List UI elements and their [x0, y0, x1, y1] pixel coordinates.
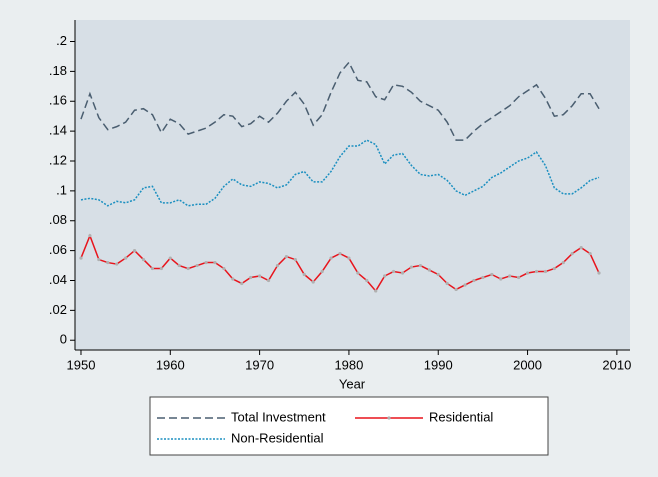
series-marker: [472, 278, 476, 283]
series-marker: [106, 260, 110, 265]
series-marker: [517, 275, 521, 280]
series-marker: [168, 256, 172, 260]
series-line: [80, 139, 600, 207]
series-marker: [454, 287, 458, 292]
series-marker: [204, 260, 208, 265]
series-marker: [508, 274, 512, 278]
y-tick-label: .02: [49, 302, 67, 317]
series-marker: [329, 256, 333, 260]
series-marker: [579, 246, 583, 250]
series-marker: [159, 266, 163, 271]
series-marker: [588, 252, 592, 256]
series-marker: [481, 275, 485, 280]
series-marker: [320, 269, 324, 274]
series-marker: [463, 283, 467, 287]
legend-label: Non-Residential: [231, 430, 324, 445]
series-marker: [141, 257, 146, 262]
series-marker: [284, 254, 289, 259]
series-marker: [186, 266, 190, 271]
x-tick-label: 2010: [602, 357, 631, 372]
series-marker: [374, 289, 378, 293]
series-marker: [427, 268, 431, 272]
y-tick-label: .06: [49, 242, 67, 257]
series-marker: [391, 269, 396, 274]
series-marker: [445, 281, 449, 286]
series-marker: [409, 265, 414, 269]
legend-label: Residential: [429, 409, 493, 424]
series-marker: [570, 252, 574, 256]
legend-label: Total Investment: [231, 409, 326, 424]
series-marker: [347, 256, 351, 260]
series-marker: [275, 263, 280, 268]
series-marker: [400, 271, 405, 275]
x-tick-label: 1970: [245, 357, 274, 372]
series-marker: [240, 281, 244, 286]
series-marker: [365, 278, 369, 283]
series-marker: [115, 262, 119, 266]
x-tick-label: 1960: [156, 357, 185, 372]
series-marker: [258, 274, 262, 278]
y-tick-label: .1: [56, 182, 67, 197]
series-marker: [79, 256, 83, 260]
series-marker: [249, 275, 253, 280]
series-marker: [177, 263, 181, 268]
series-marker: [418, 263, 422, 268]
series-marker: [302, 272, 306, 277]
series-marker: [222, 266, 226, 271]
series-marker: [88, 234, 92, 238]
series-marker: [356, 271, 360, 275]
series-marker: [195, 263, 199, 268]
x-tick-label: 1990: [424, 357, 453, 372]
series-marker: [552, 266, 556, 271]
series-marker: [293, 257, 297, 262]
series-marker: [231, 277, 235, 281]
series-marker: [436, 272, 440, 277]
legend-marker: [387, 416, 391, 420]
series-marker: [97, 257, 101, 262]
y-tick-label: .12: [49, 152, 67, 167]
series-marker: [543, 269, 548, 274]
series-marker: [266, 278, 271, 283]
series-marker: [150, 266, 155, 271]
y-tick-label: .2: [56, 33, 67, 48]
series-marker: [132, 249, 137, 253]
series-line: [80, 61, 600, 141]
series-marker: [597, 271, 601, 275]
series-marker: [383, 274, 387, 278]
y-tick-label: .08: [49, 212, 67, 227]
y-tick-label: 0: [60, 332, 67, 347]
series-marker: [338, 252, 342, 256]
y-tick-label: .04: [49, 272, 67, 287]
series-marker: [311, 280, 315, 284]
series-marker: [534, 269, 539, 274]
x-tick-label: 1950: [67, 357, 96, 372]
series-marker: [490, 272, 494, 277]
x-tick-label: 1980: [334, 357, 363, 372]
y-tick-label: .14: [49, 123, 67, 138]
plot-area: [75, 20, 630, 350]
series-marker: [213, 260, 217, 265]
series-marker: [124, 256, 128, 260]
y-tick-label: .18: [49, 63, 67, 78]
x-axis-title: Year: [339, 376, 366, 391]
x-tick-label: 2000: [513, 357, 542, 372]
legend-box: [149, 396, 549, 456]
series-marker: [525, 271, 530, 275]
series-marker: [499, 277, 503, 281]
y-tick-label: .16: [49, 93, 67, 108]
series-marker: [561, 260, 565, 265]
